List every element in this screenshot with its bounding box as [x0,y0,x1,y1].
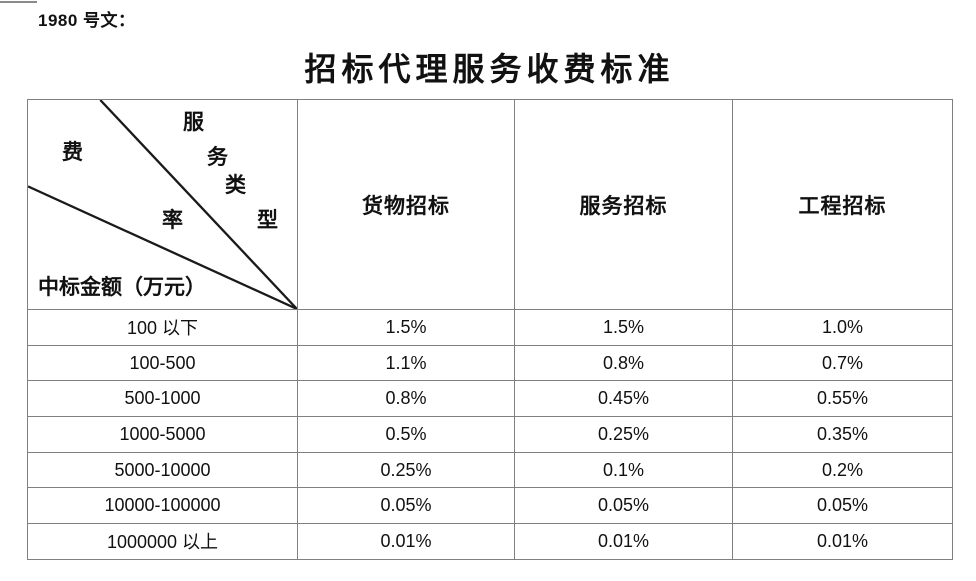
fee-cell: 0.05% [514,487,733,525]
fee-cell: 1.1% [297,344,515,382]
fee-cell: 0.01% [732,523,953,560]
diagonal-divider-lines [28,100,297,309]
fee-cell: 0.25% [297,451,515,489]
fee-cell: 0.01% [297,523,515,560]
table-row: 100-500 1.1% 0.8% 0.7% [27,344,953,382]
fee-cell: 0.7% [732,344,953,382]
fee-cell: 0.8% [514,344,733,382]
column-header-goods: 货物招标 [297,99,515,310]
corner-axis-middle-char: 费 [62,140,83,164]
doc-reference-number: 1980 号文： [38,11,136,30]
corner-axis-bottom-label: 中标金额（万元） [38,275,206,299]
corner-axis-middle-char: 率 [162,208,183,232]
fee-cell: 0.5% [297,416,515,453]
corner-axis-top-char: 务 [207,145,228,169]
fee-cell: 0.05% [297,487,515,525]
fee-cell: 1.5% [297,309,515,346]
corner-axis-top-char: 类 [225,173,246,197]
row-label: 1000000 以上 [27,523,298,560]
fee-cell: 0.35% [732,416,953,453]
row-label: 1000-5000 [27,416,298,453]
fee-cell: 0.8% [297,380,515,418]
page-edge-artifact [0,1,37,3]
fee-cell: 0.01% [514,523,733,560]
fee-cell: 1.0% [732,309,953,346]
fee-cell: 0.1% [514,451,733,489]
row-label: 100-500 [27,344,298,382]
fee-cell: 0.45% [514,380,733,418]
fee-cell: 1.5% [514,309,733,346]
row-label: 500-1000 [27,380,298,418]
fee-cell: 0.55% [732,380,953,418]
row-label: 10000-100000 [27,487,298,525]
column-header-works: 工程招标 [732,99,953,310]
page-title: 招标代理服务收费标准 [304,51,675,87]
table-row: 5000-10000 0.25% 0.1% 0.2% [27,451,953,489]
table-row: 10000-100000 0.05% 0.05% 0.05% [27,487,953,525]
table-header-row: 服 务 类 型 费 率 中标金额（万元） 货物招标 服务招标 工程招标 [27,99,953,310]
corner-axis-top-char: 服 [183,110,204,134]
fee-cell: 0.2% [732,451,953,489]
table-row: 1000-5000 0.5% 0.25% 0.35% [27,416,953,453]
row-label: 5000-10000 [27,451,298,489]
fee-cell: 0.25% [514,416,733,453]
diagonal-header-cell: 服 务 类 型 费 率 中标金额（万元） [27,99,298,310]
row-label: 100 以下 [27,309,298,346]
fee-cell: 0.05% [732,487,953,525]
table-row: 1000000 以上 0.01% 0.01% 0.01% [27,523,953,560]
fee-standard-table: 服 务 类 型 费 率 中标金额（万元） 货物招标 服务招标 工程招标 100 … [27,99,953,560]
column-header-service: 服务招标 [514,99,733,310]
table-row: 100 以下 1.5% 1.5% 1.0% [27,309,953,346]
table-row: 500-1000 0.8% 0.45% 0.55% [27,380,953,418]
corner-axis-top-char: 型 [257,208,278,232]
